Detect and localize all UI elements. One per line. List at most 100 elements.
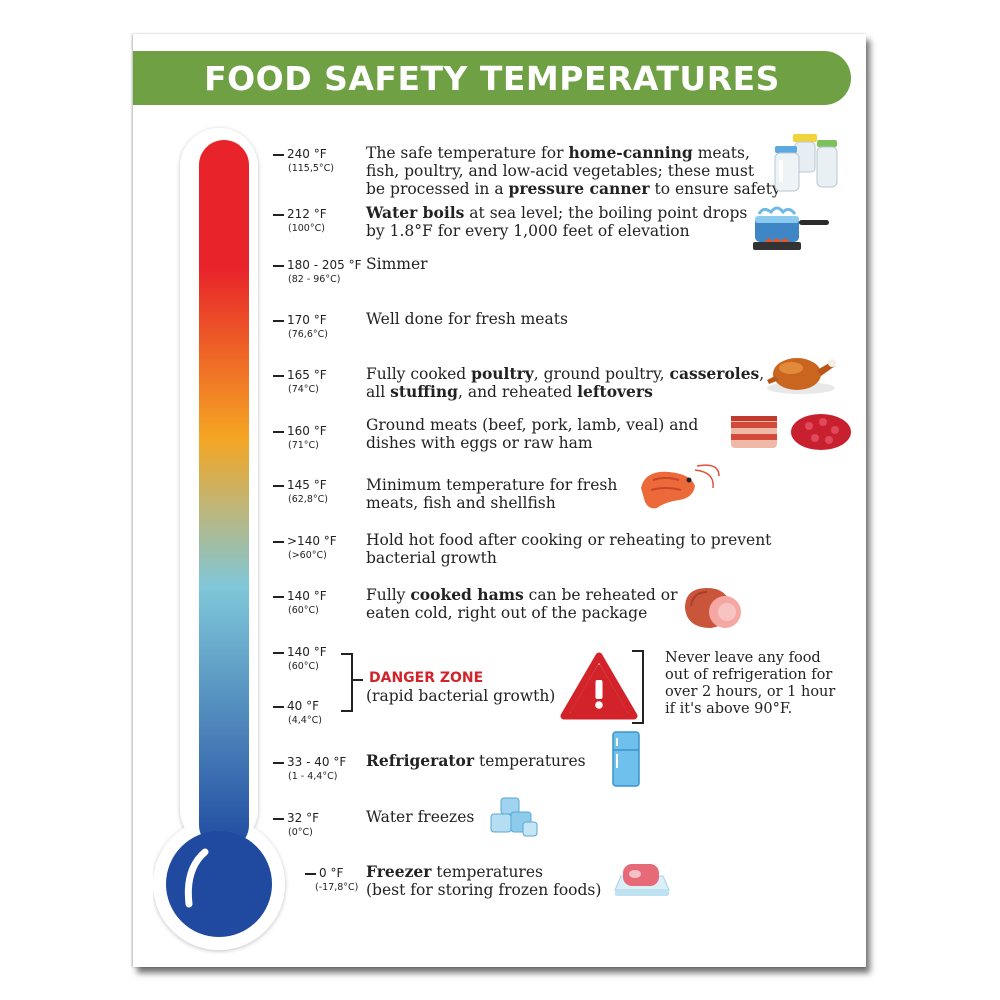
desc-segment: Fully cooked — [366, 365, 472, 383]
ice-cubes-icon — [490, 797, 538, 837]
desc-170: Well done for fresh meats — [366, 310, 568, 328]
page-title: FOOD SAFETY TEMPERATURES — [204, 58, 780, 98]
ham-icon — [685, 588, 741, 628]
scale-tick — [273, 762, 284, 764]
temp-label-240: 240 °F (115,5°C) — [287, 147, 334, 174]
scale-tick — [273, 818, 284, 820]
danger-zone-sub: (rapid bacterial growth) — [366, 687, 556, 705]
danger-bracket-connector — [351, 679, 363, 681]
refrigerator-icon — [612, 731, 640, 787]
desc-segment: Fully — [366, 586, 411, 604]
temp-label-180-205: 180 - 205 °F (82 - 96°C) — [287, 258, 362, 285]
scale-tick — [273, 541, 284, 543]
desc-segment: all — [366, 383, 391, 401]
temp-label-40: 40 °F (4,4°C) — [287, 699, 322, 726]
desc-segment: Ground meats (beef, pork, lamb, veal) an… — [366, 416, 699, 434]
scale-tick — [273, 375, 284, 377]
warning-triangle-icon — [560, 652, 638, 720]
scale-tick — [273, 214, 284, 216]
desc-segment: at sea level; the boiling point drops — [464, 204, 748, 222]
boiling-pot-icon — [753, 206, 829, 250]
desc-segment: to ensure safety — [649, 180, 781, 198]
scale-tick — [273, 485, 284, 487]
desc-212: Water boils at sea level; the boiling po… — [366, 203, 748, 241]
desc-segment: Refrigerator — [366, 751, 475, 770]
danger-warning-text: Never leave any food out of refrigeratio… — [665, 650, 835, 718]
desc-over-140: Hold hot food after cooking or reheating… — [366, 531, 771, 567]
warning-line: Never leave any food — [665, 650, 821, 666]
desc-segment: , ground poultry, — [533, 365, 670, 383]
desc-segment: temperatures — [474, 752, 586, 770]
scale-tick — [273, 652, 284, 654]
desc-segment: stuffing — [390, 382, 458, 401]
desc-segment: home-canning — [568, 143, 693, 162]
danger-bracket-left — [341, 653, 353, 712]
desc-165: Fully cooked poultry, ground poultry, ca… — [366, 364, 765, 402]
desc-segment: Water freezes — [366, 808, 475, 826]
desc-segment: can be reheated or — [523, 586, 678, 604]
desc-segment: by 1.8°F for every 1,000 feet of elevati… — [366, 222, 690, 240]
desc-140-ham: Fully cooked hams can be reheated or eate… — [366, 585, 678, 623]
shrimp-icon — [641, 464, 720, 509]
desc-33-40: Refrigerator temperatures — [366, 751, 586, 771]
temp-label-165: 165 °F (74°C) — [287, 368, 327, 395]
desc-240: The safe temperature for home-canning me… — [366, 143, 781, 199]
temp-label-160: 160 °F (71°C) — [287, 424, 327, 451]
temp-label-170: 170 °F (76,6°C) — [287, 313, 328, 340]
desc-segment: Well done for fresh meats — [366, 310, 568, 328]
desc-segment: bacterial growth — [366, 549, 497, 567]
scale-tick — [273, 320, 284, 322]
desc-0: Freezer temperatures (best for storing fr… — [366, 862, 602, 900]
desc-145: Minimum temperature for fresh meats, fish… — [366, 476, 617, 512]
desc-180-205: Simmer — [366, 255, 428, 273]
temp-label-32: 32 °F (0°C) — [287, 811, 319, 838]
desc-segment: pressure canner — [508, 179, 650, 198]
poster: FOOD SAFETY TEMPERATURES — [133, 34, 866, 967]
temp-label-0: 0 °F (-17,8°C) — [315, 866, 359, 893]
scale-tick — [273, 706, 284, 708]
desc-segment: , and reheated — [457, 383, 578, 401]
desc-segment: casseroles — [669, 364, 760, 383]
warning-line: over 2 hours, or 1 hour — [665, 684, 836, 700]
danger-bracket-right — [632, 650, 644, 724]
temp-label-140-ham: 140 °F (60°C) — [287, 589, 327, 616]
scale-tick — [273, 431, 284, 433]
danger-zone-label: DANGER ZONE — [369, 670, 484, 686]
desc-segment: The safe temperature for — [366, 144, 569, 162]
desc-segment: temperatures — [431, 863, 543, 881]
temp-label-33-40: 33 - 40 °F (1 - 4,4°C) — [287, 755, 347, 782]
desc-segment: Simmer — [366, 255, 428, 273]
desc-segment: Hold hot food after cooking or reheating… — [366, 531, 772, 549]
scale-tick — [305, 873, 316, 875]
desc-segment: Water boils — [366, 203, 465, 222]
desc-32: Water freezes — [366, 808, 474, 826]
desc-segment: (best for storing frozen foods) — [366, 881, 602, 899]
desc-segment: fish, poultry, and low-acid vegetables; … — [366, 162, 755, 180]
scale-tick — [273, 596, 284, 598]
desc-segment: be processed in a — [366, 180, 509, 198]
roast-chicken-icon — [767, 358, 836, 394]
desc-segment: cooked hams — [410, 585, 524, 604]
desc-segment: leftovers — [577, 382, 653, 401]
warning-line: if it's above 90°F. — [665, 701, 793, 717]
frozen-meat-icon — [614, 864, 670, 896]
temp-label-140-danger: 140 °F (60°C) — [287, 645, 327, 672]
scale-tick — [273, 154, 284, 156]
desc-segment: meats, fish and shellfish — [366, 494, 556, 512]
desc-segment: meats, — [692, 144, 750, 162]
desc-segment: Freezer — [366, 862, 432, 881]
thermometer-icon — [153, 128, 285, 950]
desc-segment: , — [759, 365, 765, 383]
temp-label-212: 212 °F (100°C) — [287, 207, 327, 234]
desc-segment: dishes with eggs or raw ham — [366, 434, 593, 452]
desc-segment: Minimum temperature for fresh — [366, 476, 618, 494]
title-banner: FOOD SAFETY TEMPERATURES — [133, 51, 851, 105]
canning-jars-icon — [774, 134, 838, 192]
desc-160: Ground meats (beef, pork, lamb, veal) an… — [366, 416, 698, 452]
desc-segment: eaten cold, right out of the package — [366, 604, 648, 622]
warning-line: out of refrigeration for — [665, 667, 833, 683]
temp-label-145: 145 °F (62,8°C) — [287, 478, 328, 505]
temp-label-over-140: >140 °F (>60°C) — [287, 534, 337, 561]
desc-segment: poultry — [471, 364, 534, 383]
scale-tick — [273, 265, 284, 267]
